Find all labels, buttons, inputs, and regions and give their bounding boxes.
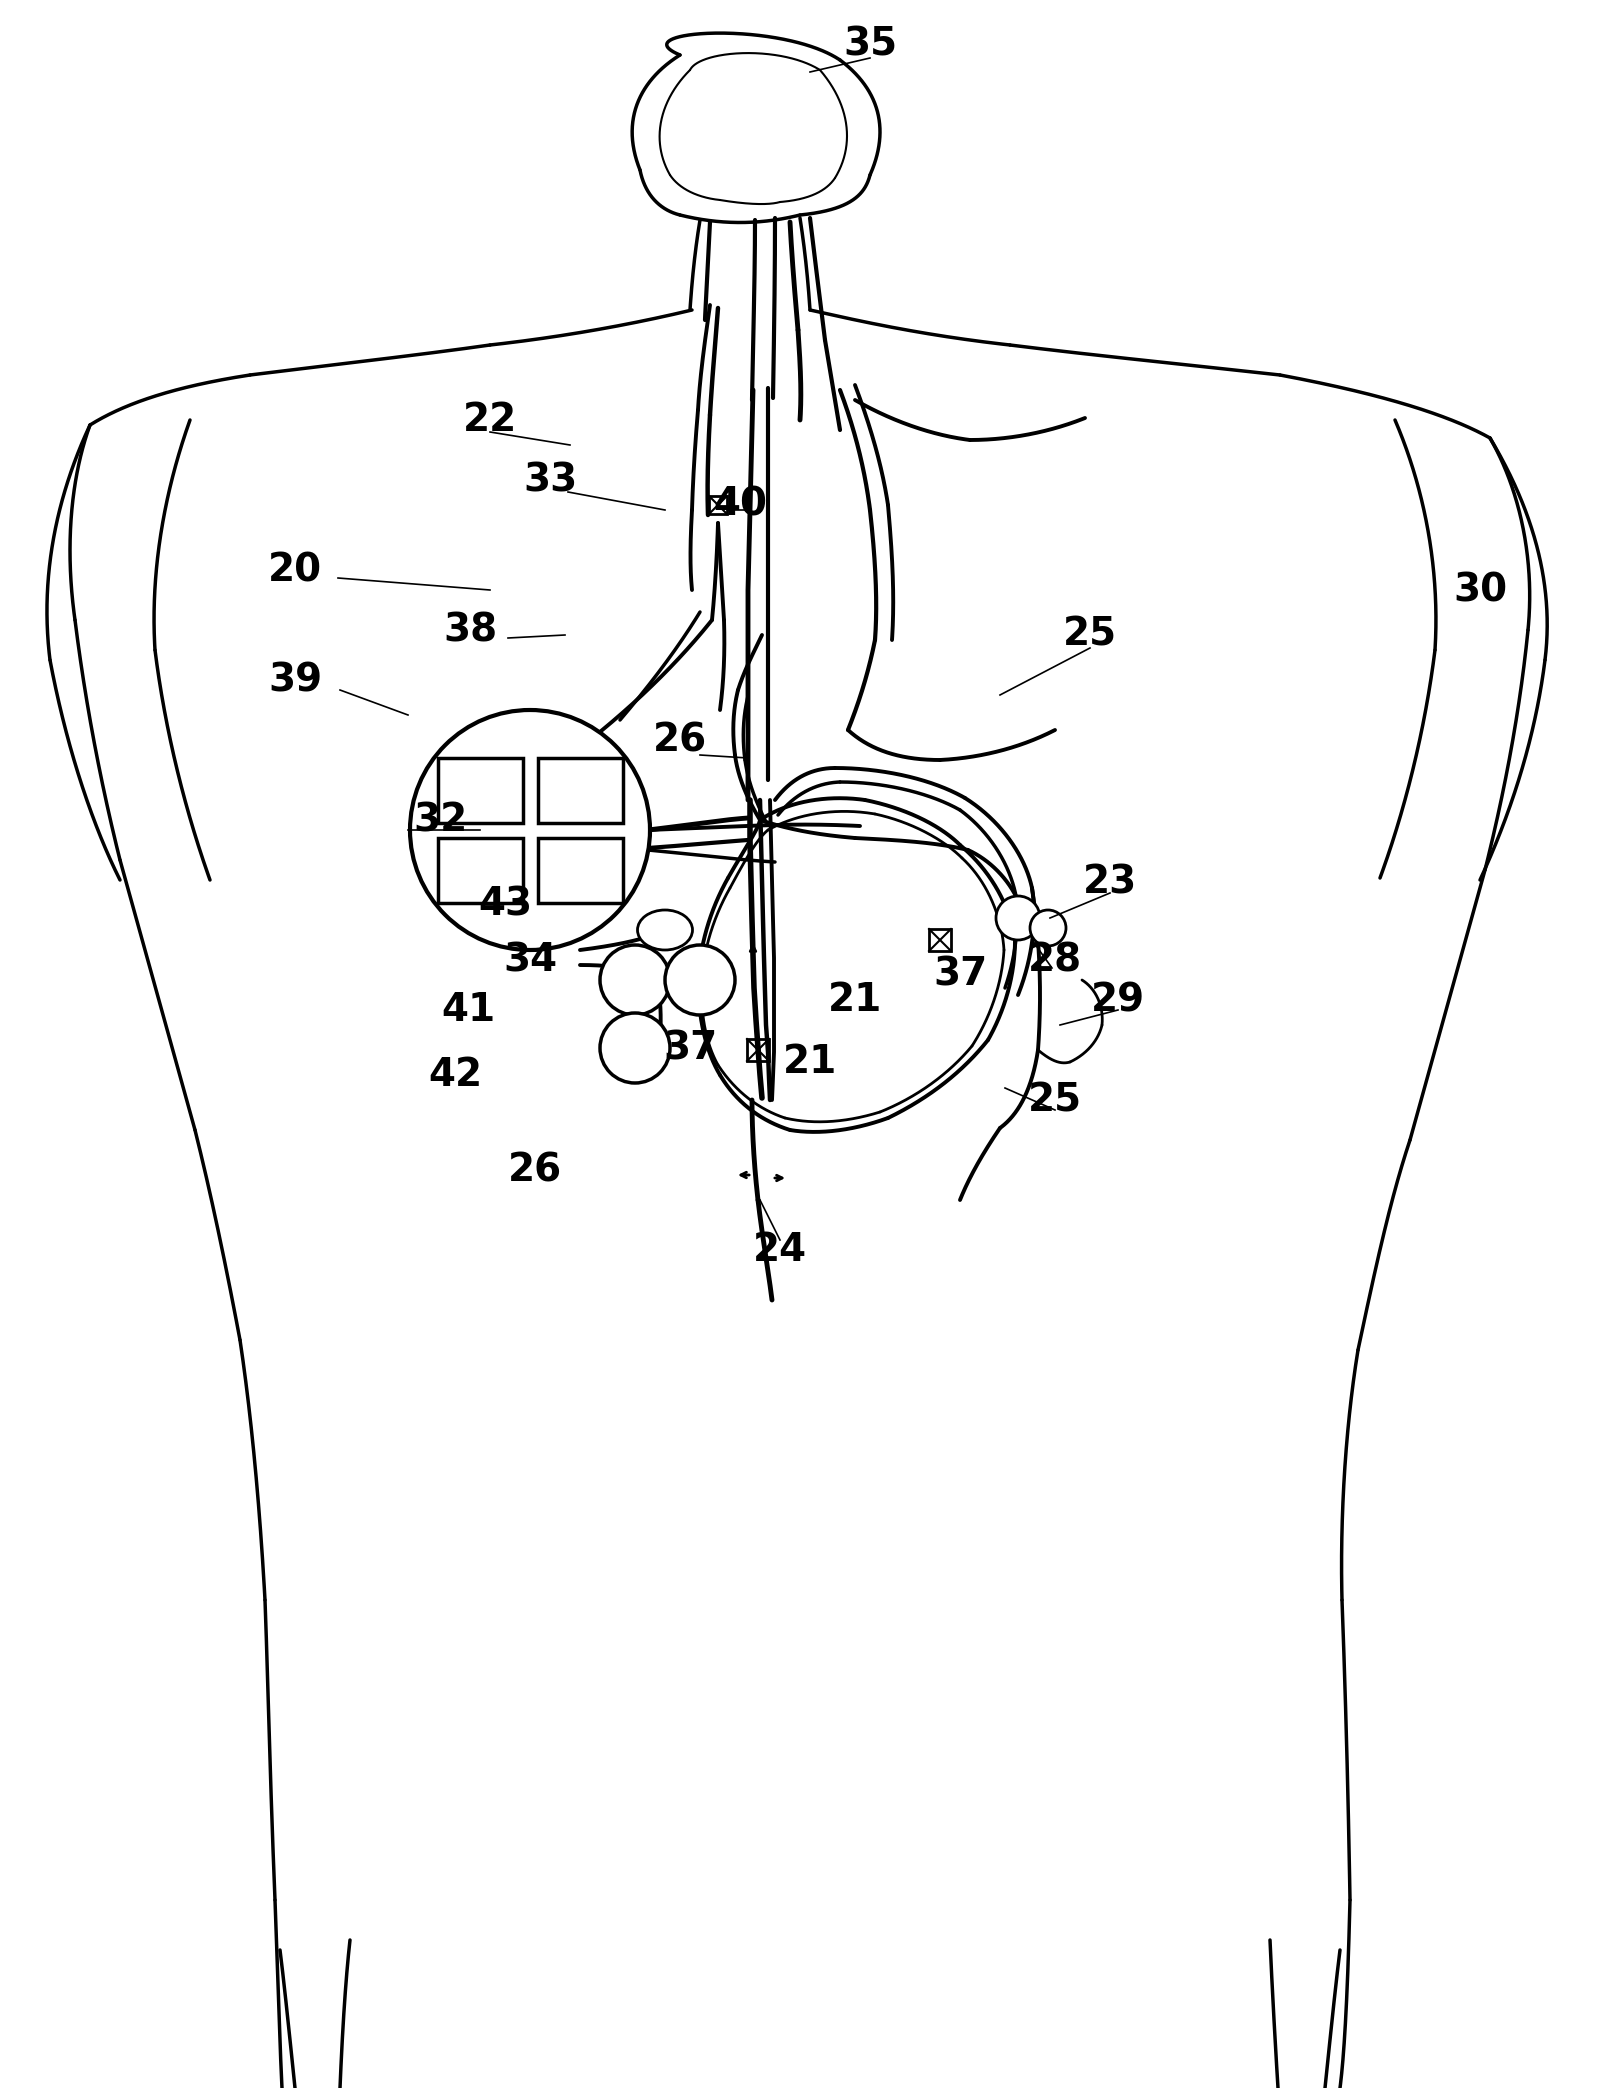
- Text: 21: 21: [828, 981, 883, 1019]
- Text: 26: 26: [653, 720, 706, 760]
- Bar: [437, 837, 523, 902]
- Text: 20: 20: [267, 551, 322, 589]
- Text: 25: 25: [1029, 1082, 1082, 1119]
- Text: 30: 30: [1453, 570, 1507, 610]
- Text: 26: 26: [509, 1150, 562, 1188]
- Circle shape: [1030, 910, 1066, 946]
- Bar: [538, 758, 622, 823]
- Ellipse shape: [638, 910, 692, 950]
- Bar: [538, 837, 622, 902]
- Circle shape: [996, 896, 1040, 940]
- Circle shape: [599, 1013, 671, 1084]
- Text: 23: 23: [1082, 862, 1137, 902]
- Text: 43: 43: [478, 885, 531, 925]
- Bar: [747, 1040, 770, 1061]
- Text: 39: 39: [267, 662, 322, 699]
- Text: 38: 38: [442, 612, 497, 649]
- Text: 33: 33: [523, 461, 577, 499]
- Text: 41: 41: [441, 992, 496, 1029]
- Text: 21: 21: [782, 1044, 838, 1082]
- Text: 40: 40: [713, 487, 766, 524]
- Bar: [710, 497, 727, 514]
- Circle shape: [664, 946, 735, 1015]
- Text: 32: 32: [413, 802, 467, 839]
- Text: 29: 29: [1090, 981, 1145, 1019]
- Circle shape: [599, 946, 671, 1015]
- Circle shape: [410, 710, 650, 950]
- Text: 34: 34: [502, 942, 557, 979]
- Bar: [928, 929, 951, 950]
- Bar: [437, 758, 523, 823]
- Text: 22: 22: [463, 401, 517, 438]
- Text: 37: 37: [663, 1029, 718, 1067]
- Text: 25: 25: [1063, 616, 1118, 654]
- Text: 28: 28: [1029, 942, 1082, 979]
- Text: 35: 35: [842, 25, 897, 65]
- Text: 42: 42: [428, 1057, 483, 1094]
- Text: 24: 24: [753, 1232, 807, 1270]
- Text: 37: 37: [933, 956, 987, 994]
